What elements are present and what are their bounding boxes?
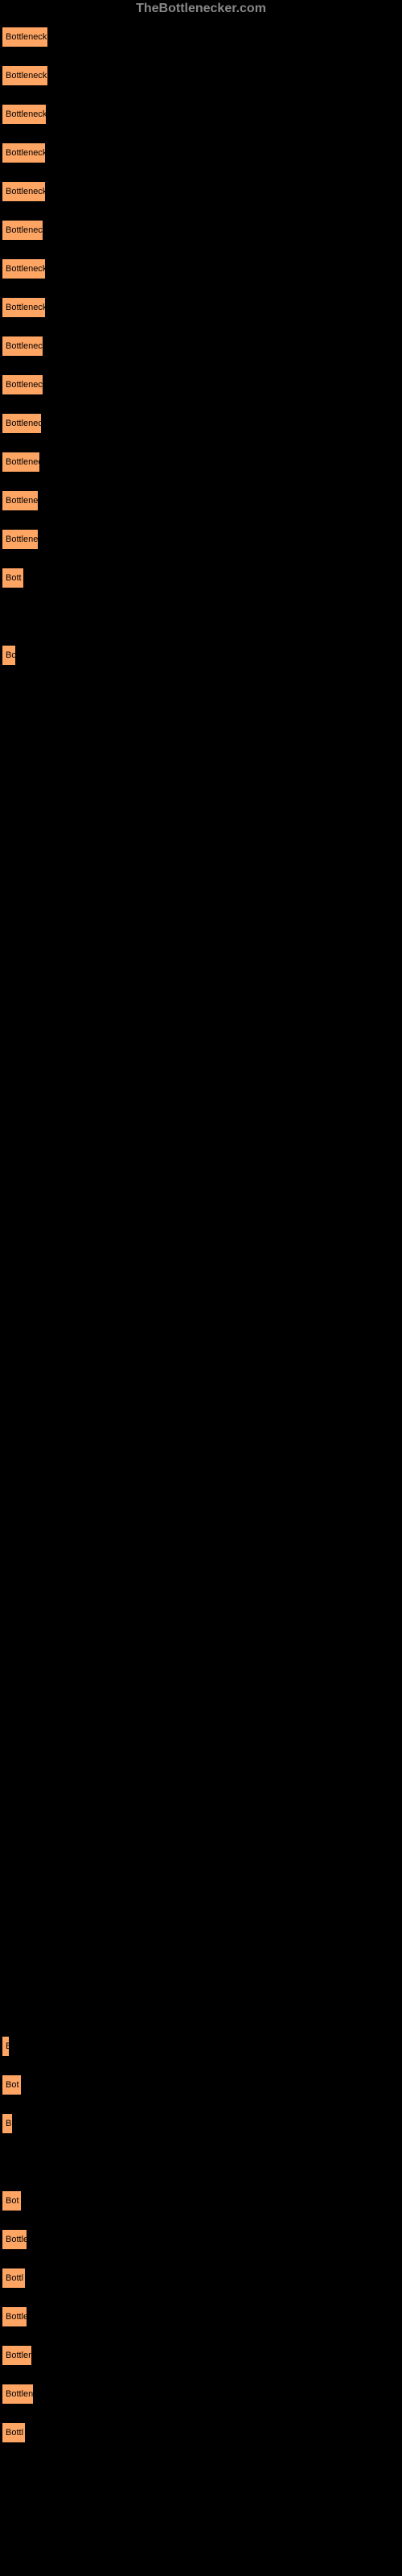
- watermark-text: TheBottlenecker.com: [136, 2, 266, 16]
- bar-row: [2, 1720, 402, 1756]
- bar: Bottlenec: [2, 529, 39, 550]
- bar-row: Bottlenec: [2, 445, 402, 481]
- bar-row: Bottleneck: [2, 329, 402, 365]
- bar-row: Bottlenec: [2, 484, 402, 519]
- bar-row: [2, 1836, 402, 1872]
- bar-row: Bottleneck: [2, 407, 402, 442]
- bar-chart: Bottleneck re Bottleneck re Bottleneck re B…: [0, 0, 402, 2451]
- bar: B: [2, 2113, 13, 2134]
- bar-row: [2, 909, 402, 944]
- bar-row: Bottleneck r: [2, 136, 402, 171]
- bar-row: [2, 793, 402, 828]
- bar: Bot: [2, 2074, 22, 2095]
- bar-row: [2, 1218, 402, 1253]
- bar: Bottleneck: [2, 220, 43, 241]
- bar-row: Bottlenec: [2, 522, 402, 558]
- bar: Bottle: [2, 2229, 27, 2250]
- bar-row: [2, 1411, 402, 1447]
- bar-row: [2, 986, 402, 1022]
- bar: Bottler: [2, 2345, 32, 2366]
- bar-row: [2, 870, 402, 906]
- bar-row: [2, 1643, 402, 1678]
- bar: Bottleneck: [2, 336, 43, 357]
- bar: Bott: [2, 568, 24, 588]
- bar-row: Bo: [2, 638, 402, 674]
- bar-row: [2, 1334, 402, 1369]
- bar: Bottleneck: [2, 413, 42, 434]
- bar: Bottleneck r: [2, 142, 46, 163]
- bar-row: [2, 1991, 402, 2026]
- bar-row: [2, 1179, 402, 1215]
- bar-row: [2, 1798, 402, 1833]
- bar-row: [2, 1295, 402, 1331]
- bar-row: Bottle: [2, 2223, 402, 2258]
- bar-row: Bot: [2, 2184, 402, 2219]
- bar-row: Bottl: [2, 2416, 402, 2451]
- bar-row: [2, 1025, 402, 1060]
- bar: Bottleneck r: [2, 181, 46, 202]
- bar-row: [2, 2145, 402, 2181]
- bar: Bottlenec: [2, 490, 39, 511]
- bar-row: Bottleneck r: [2, 252, 402, 287]
- bar-row: [2, 947, 402, 983]
- bar: Bottle: [2, 2306, 27, 2327]
- bar-row: Bottler: [2, 2339, 402, 2374]
- bar: Bo: [2, 645, 16, 666]
- bar-row: Bottleneck r: [2, 291, 402, 326]
- bar-row: [2, 1759, 402, 1794]
- bar: Bottleneck re: [2, 65, 48, 86]
- bar-row: Bot: [2, 2068, 402, 2103]
- bar-row: [2, 1063, 402, 1099]
- bar-row: [2, 1682, 402, 1717]
- bar: Bottleneck re: [2, 27, 48, 47]
- bar: Bottl: [2, 2268, 26, 2289]
- bar: Bottleneck r: [2, 297, 46, 318]
- bar: Bottl: [2, 2422, 26, 2443]
- bar-row: [2, 832, 402, 867]
- bar-row: Bottl: [2, 2261, 402, 2297]
- bar: Bottleneck re: [2, 104, 47, 125]
- bar-row: [2, 1875, 402, 1910]
- bar: Bottlen: [2, 2384, 34, 2405]
- bar-row: Bottleneck re: [2, 20, 402, 56]
- bar-row: [2, 1141, 402, 1176]
- bar-row: Bottleneck re: [2, 97, 402, 133]
- bar-row: [2, 1488, 402, 1524]
- bar-row: [2, 1373, 402, 1408]
- bar-row: Bottle: [2, 2300, 402, 2335]
- bar-row: Bottleneck re: [2, 59, 402, 94]
- bar-row: Bott: [2, 561, 402, 597]
- bar-row: [2, 1566, 402, 1601]
- bar-row: B: [2, 2107, 402, 2142]
- bar-row: [2, 1450, 402, 1485]
- bar: Bottleneck: [2, 374, 43, 395]
- bar-row: [2, 716, 402, 751]
- bar: Bottleneck r: [2, 258, 46, 279]
- bar: Bot: [2, 2190, 22, 2211]
- bar-row: [2, 1527, 402, 1563]
- bar-row: Bottleneck r: [2, 175, 402, 210]
- bar-row: [2, 1604, 402, 1640]
- bar-row: Bottleneck: [2, 213, 402, 249]
- bar-row: B: [2, 2029, 402, 2065]
- bar-row: [2, 1913, 402, 1949]
- bar-row: [2, 1952, 402, 1988]
- bar-row: [2, 1102, 402, 1137]
- bar-row: [2, 677, 402, 712]
- bar-row: [2, 600, 402, 635]
- bar-row: [2, 754, 402, 790]
- bar: Bottlenec: [2, 452, 40, 473]
- bar: B: [2, 2036, 10, 2057]
- bar-row: [2, 1257, 402, 1292]
- bar-row: Bottlen: [2, 2377, 402, 2413]
- bar-row: Bottleneck: [2, 368, 402, 403]
